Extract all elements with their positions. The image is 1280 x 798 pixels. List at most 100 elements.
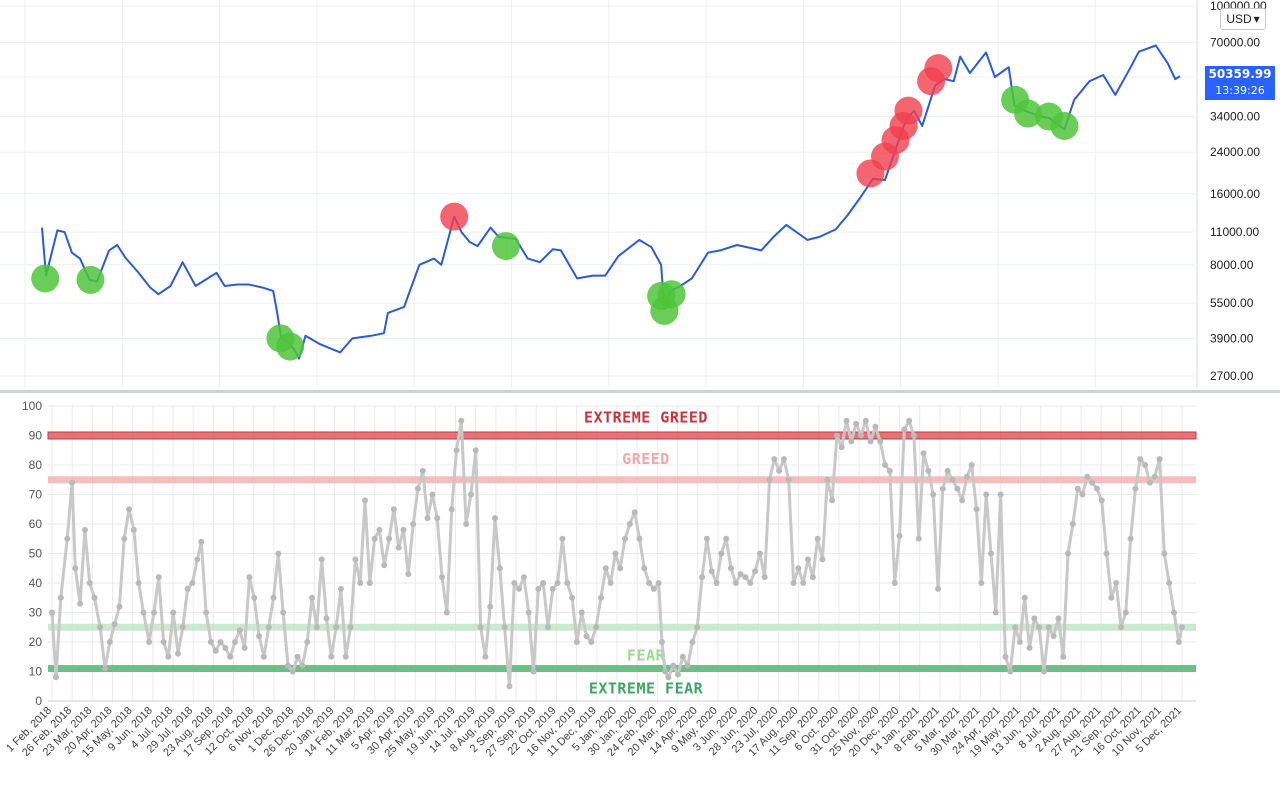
index-point xyxy=(265,624,272,631)
index-point xyxy=(535,585,542,592)
index-point xyxy=(429,491,436,498)
index-point xyxy=(617,565,624,572)
index-point xyxy=(434,515,441,522)
index-point xyxy=(1074,485,1081,492)
y-tick-label: 90 xyxy=(29,429,43,443)
index-point xyxy=(525,609,532,616)
index-point xyxy=(593,624,600,631)
index-point xyxy=(361,497,368,504)
buy-marker xyxy=(76,265,105,294)
sell-marker xyxy=(894,96,923,125)
buy-marker xyxy=(657,280,686,309)
index-point xyxy=(679,653,686,660)
index-point xyxy=(1016,639,1023,645)
index-point xyxy=(146,639,153,645)
index-point xyxy=(203,609,210,616)
index-point xyxy=(179,624,186,631)
index-point xyxy=(337,585,344,592)
index-point xyxy=(662,668,669,675)
buy-marker xyxy=(491,232,520,261)
reference-label: FEAR xyxy=(627,646,666,664)
index-point xyxy=(1089,479,1096,486)
index-point xyxy=(386,535,393,542)
index-point xyxy=(597,594,604,601)
index-point xyxy=(184,585,191,592)
index-point xyxy=(602,565,609,572)
currency-selector[interactable]: USD ▾ xyxy=(1220,8,1266,30)
index-point xyxy=(313,624,320,631)
index-point xyxy=(212,647,219,654)
reference-label: GREED xyxy=(622,450,670,468)
y-tick-label: 3900.00 xyxy=(1210,331,1254,345)
index-point xyxy=(756,550,763,557)
index-point xyxy=(954,485,961,492)
index-point xyxy=(713,580,720,586)
index-point xyxy=(569,594,576,601)
index-point xyxy=(583,633,590,640)
index-point xyxy=(723,535,730,542)
index-point xyxy=(487,603,494,610)
y-tick-label: 0 xyxy=(35,694,42,708)
y-tick-label: 10 xyxy=(29,665,43,679)
index-point xyxy=(573,639,580,645)
index-point xyxy=(357,580,364,586)
buy-marker xyxy=(31,264,60,293)
panel-divider xyxy=(0,390,1280,393)
index-point xyxy=(160,639,167,645)
index-point xyxy=(419,467,426,474)
index-point xyxy=(978,580,985,586)
index-point xyxy=(622,535,629,542)
index-point xyxy=(1031,615,1038,622)
index-point xyxy=(872,423,879,430)
index-point xyxy=(280,609,287,616)
index-point xyxy=(1055,615,1062,622)
index-point xyxy=(482,653,489,660)
index-point xyxy=(752,568,759,575)
last-price-tag: 50359.99 13:39:26 xyxy=(1205,66,1275,100)
index-point xyxy=(578,609,585,616)
index-point xyxy=(1103,550,1110,557)
index-point xyxy=(920,450,927,457)
y-tick-label: 5500.00 xyxy=(1210,296,1254,310)
index-point xyxy=(135,580,142,586)
index-point xyxy=(1151,473,1158,480)
index-point xyxy=(400,526,407,533)
index-point xyxy=(86,580,93,586)
index-point xyxy=(641,565,648,572)
index-point xyxy=(636,535,643,542)
index-point xyxy=(655,580,662,586)
index-point xyxy=(1065,550,1072,557)
index-point xyxy=(910,432,917,439)
index-point xyxy=(443,609,450,616)
index-point xyxy=(901,426,908,433)
index-point xyxy=(175,650,182,657)
index-point xyxy=(727,565,734,572)
index-point xyxy=(670,662,677,669)
index-point xyxy=(1050,633,1057,640)
index-point xyxy=(1093,485,1100,492)
index-point xyxy=(906,417,913,424)
y-tick-label: 16000.00 xyxy=(1210,187,1260,201)
index-point xyxy=(256,633,263,640)
index-point xyxy=(790,580,797,586)
index-point xyxy=(968,462,975,468)
index-point xyxy=(646,580,653,586)
price-line xyxy=(41,44,1181,360)
index-point xyxy=(694,624,701,631)
index-point xyxy=(814,535,821,542)
index-point xyxy=(1170,609,1177,616)
index-point xyxy=(69,479,76,486)
index-point xyxy=(198,538,205,545)
index-point xyxy=(737,571,744,578)
index-point xyxy=(564,580,571,586)
index-point xyxy=(703,535,710,542)
index-point xyxy=(800,580,807,586)
index-point xyxy=(390,506,397,513)
y-tick-label: 20 xyxy=(29,635,43,649)
y-tick-label: 40 xyxy=(29,576,43,590)
index-point xyxy=(106,639,113,645)
index-point xyxy=(511,580,518,586)
index-point xyxy=(155,574,162,581)
index-point xyxy=(463,521,470,527)
